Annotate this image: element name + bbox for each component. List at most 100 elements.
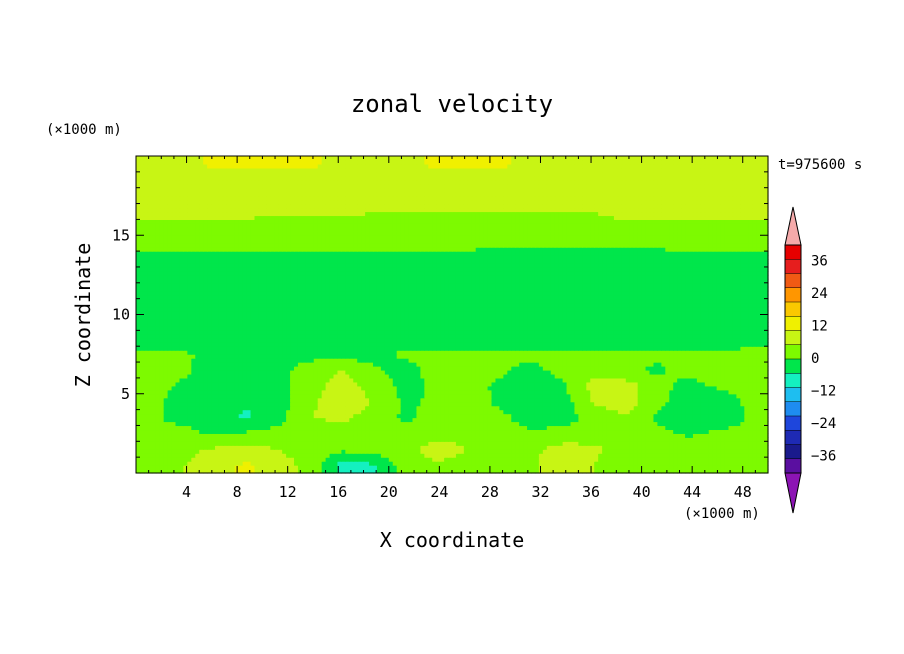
field-cell xyxy=(258,421,263,427)
field-cell xyxy=(337,377,342,383)
field-cell xyxy=(617,354,623,359)
field-cell xyxy=(452,354,457,359)
field-cell xyxy=(329,421,335,427)
field-cell xyxy=(369,465,374,470)
field-cell xyxy=(329,405,335,411)
field-cell xyxy=(594,421,599,427)
field-cell xyxy=(313,409,319,415)
field-cell xyxy=(546,417,552,423)
field-cell xyxy=(586,425,591,431)
field-cell xyxy=(333,469,339,474)
field-cell xyxy=(645,417,651,423)
field-cell xyxy=(222,469,228,474)
field-cell xyxy=(373,417,378,423)
field-cell xyxy=(538,445,544,450)
field-cell xyxy=(305,441,311,446)
field-cell xyxy=(471,350,477,355)
field-cell xyxy=(246,441,252,446)
field-cell xyxy=(534,373,540,379)
field-cell xyxy=(380,393,386,399)
field-cell xyxy=(329,397,335,403)
field-cell xyxy=(440,469,445,474)
field-cell xyxy=(290,369,295,375)
field-cell xyxy=(716,421,722,427)
field-cell xyxy=(503,421,508,427)
field-cell xyxy=(349,445,354,450)
field-cell xyxy=(246,417,252,423)
field-cell xyxy=(345,385,350,391)
field-cell xyxy=(361,358,366,363)
field-cell xyxy=(436,393,441,399)
field-cell xyxy=(566,445,572,450)
field-cell xyxy=(274,354,279,359)
field-cell xyxy=(376,397,382,403)
field-cell xyxy=(617,437,623,442)
field-cell xyxy=(463,465,469,470)
field-cell xyxy=(491,417,497,423)
field-cell xyxy=(365,385,370,391)
field-cell xyxy=(475,445,481,450)
field-cell xyxy=(424,425,429,431)
field-cell xyxy=(598,441,603,446)
field-cell xyxy=(582,354,587,359)
field-cell xyxy=(274,362,279,367)
field-cell xyxy=(329,449,335,454)
field-cell xyxy=(373,401,378,407)
field-cell xyxy=(467,354,473,359)
field-cell xyxy=(756,366,761,371)
field-cell xyxy=(681,381,686,387)
field-cell xyxy=(475,405,481,411)
field-cell xyxy=(519,373,524,379)
field-cell xyxy=(408,425,414,431)
field-cell xyxy=(337,421,342,427)
field-cell xyxy=(282,354,287,359)
field-cell xyxy=(242,429,248,434)
field-cell xyxy=(404,433,410,438)
field-cell xyxy=(183,354,188,359)
field-cell xyxy=(436,417,441,423)
field-cell xyxy=(700,350,706,355)
field-cell xyxy=(333,445,339,450)
field-cell xyxy=(179,373,184,379)
field-cell xyxy=(412,377,418,383)
field-cell xyxy=(345,401,350,407)
field-cell xyxy=(167,413,173,419)
field-cell xyxy=(653,405,658,411)
field-cell xyxy=(155,469,161,474)
field-cell xyxy=(400,441,406,446)
field-cell xyxy=(286,381,291,387)
field-cell xyxy=(586,445,591,450)
field-cell xyxy=(341,449,346,454)
field-cell xyxy=(278,346,283,351)
field-cell xyxy=(191,425,196,431)
field-cell xyxy=(297,413,303,419)
field-cell xyxy=(388,417,394,423)
field-cell xyxy=(183,350,188,355)
field-cell xyxy=(195,397,200,403)
field-cell xyxy=(665,441,670,446)
field-cell xyxy=(432,461,437,466)
field-cell xyxy=(290,350,295,355)
field-cell xyxy=(483,429,489,434)
field-cell xyxy=(554,373,560,379)
field-cell xyxy=(641,417,647,423)
field-cell xyxy=(764,397,769,403)
field-cell xyxy=(578,350,583,355)
field-cell xyxy=(483,437,489,442)
field-cell xyxy=(740,397,745,403)
field-cell xyxy=(515,409,520,415)
field-cell xyxy=(171,425,177,431)
field-cell xyxy=(373,429,378,434)
field-cell xyxy=(459,350,465,355)
field-cell xyxy=(380,441,386,446)
field-cell xyxy=(211,421,216,427)
field-cell xyxy=(151,417,157,423)
field-cell xyxy=(321,369,327,375)
field-cell xyxy=(297,377,303,383)
field-cell xyxy=(159,358,165,363)
field-cell xyxy=(175,401,181,407)
field-cell xyxy=(625,437,631,442)
field-cell xyxy=(274,429,279,434)
field-cell xyxy=(258,405,263,411)
field-cell xyxy=(570,413,576,419)
